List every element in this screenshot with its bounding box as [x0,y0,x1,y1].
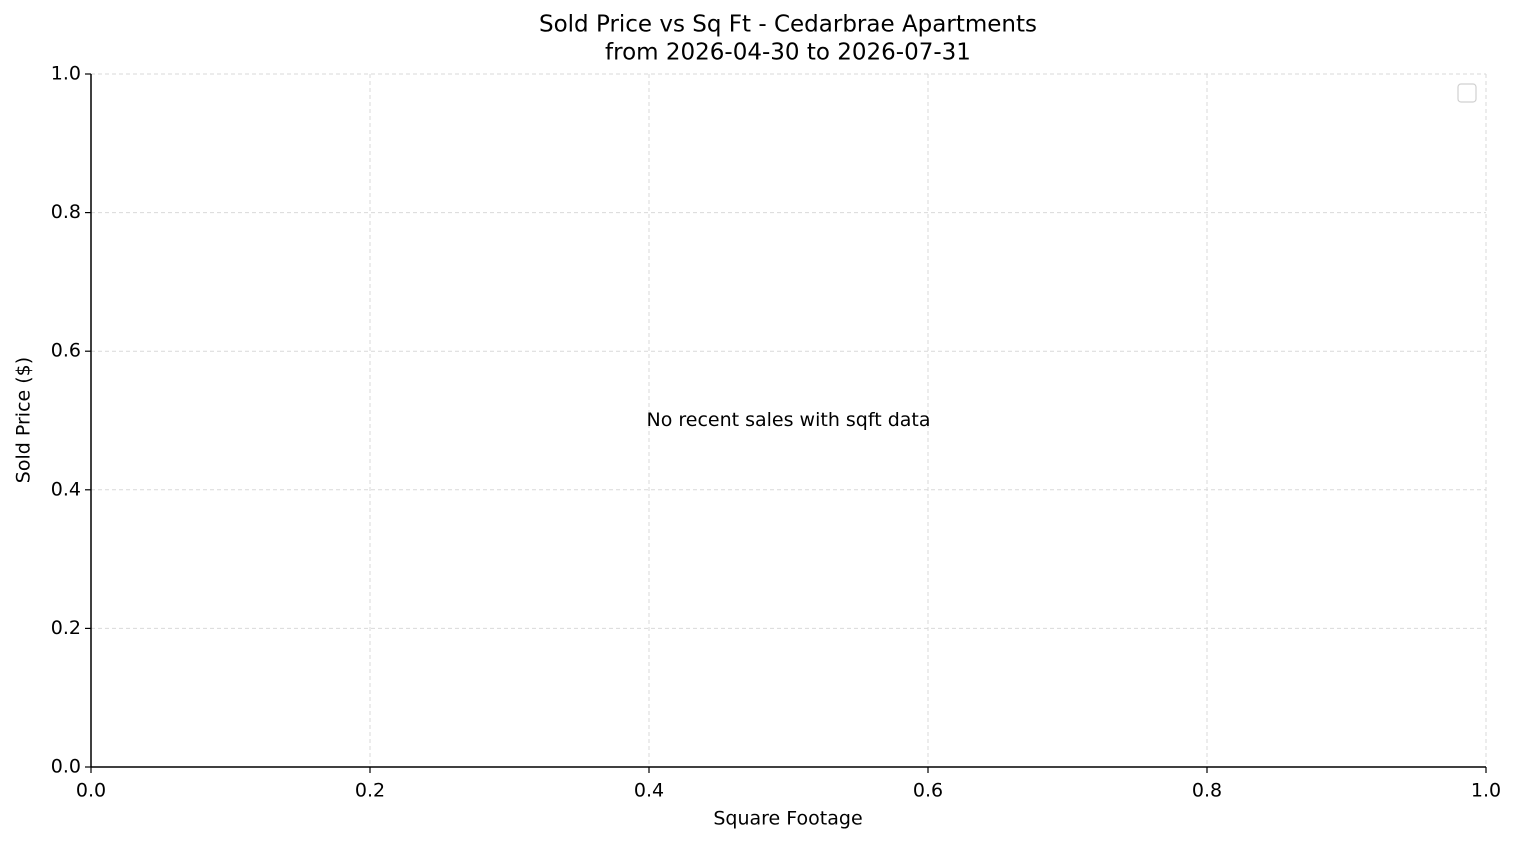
x-tick-label: 0.6 [913,780,943,802]
y-tick-label: 0.2 [51,617,81,639]
y-tick-label: 0.4 [51,478,81,500]
y-axis-label: Sold Price ($) [13,357,35,483]
legend [1457,83,1477,103]
x-tick-label: 0.2 [355,780,385,802]
x-tick-label: 0.8 [1192,780,1222,802]
x-tick-label: 0.4 [634,780,664,802]
y-tick-label: 0.8 [51,201,81,223]
annotation: No recent sales with sqft data [646,409,930,431]
y-tick-label: 0.6 [51,340,81,362]
y-tick-label: 0.0 [51,756,81,778]
y-tick-label: 1.0 [51,63,81,85]
x-tick-label: 1.0 [1471,780,1501,802]
x-axis-label: Square Footage [713,808,862,830]
chart-title: Sold Price vs Sq Ft - Cedarbrae Apartmen… [539,12,1037,38]
chart-subtitle: from 2026-04-30 to 2026-07-31 [605,40,971,66]
x-tick-label: 0.0 [76,780,106,802]
